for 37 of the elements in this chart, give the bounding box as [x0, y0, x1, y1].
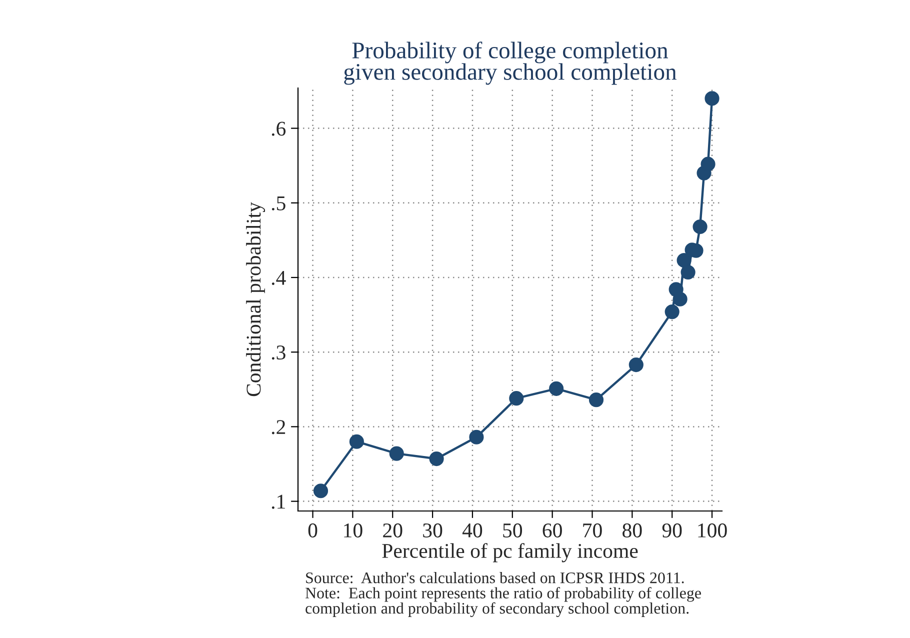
- x-tick-label: 90: [662, 523, 682, 538]
- y-tick-label: .2: [272, 420, 286, 434]
- point: [664, 304, 680, 320]
- x-tick-label: 30: [423, 523, 442, 538]
- point: [680, 264, 696, 280]
- y-tick-label: .4: [272, 271, 286, 286]
- point: [704, 91, 720, 106]
- x-tick-label: 50: [503, 523, 522, 538]
- y-axis-title: Conditional probability: [246, 202, 266, 396]
- point: [389, 446, 404, 461]
- point: [313, 484, 328, 498]
- point: [672, 292, 688, 306]
- point: [509, 391, 524, 406]
- point: [700, 156, 716, 172]
- point: [469, 430, 484, 444]
- point: [692, 219, 708, 234]
- y-tick-label: .6: [272, 122, 286, 136]
- chart-title: Probability of college completion given secondary school completion: [344, 42, 677, 85]
- x-tick-label: 0: [308, 523, 318, 538]
- x-tick-label: 70: [583, 523, 602, 538]
- source-note: Source: Author's calculations based on ICPSR IHDS 2011. Note: Each point represents the ratio of probability of college completion and probability of secondary school completion.: [305, 572, 701, 617]
- x-tick-label: 10: [344, 523, 362, 538]
- y-tick-label: .5: [272, 196, 286, 210]
- y-tick-label: .3: [272, 346, 286, 360]
- x-axis-title: Percentile of pc family income: [382, 543, 638, 562]
- x-tick-label: 80: [622, 523, 642, 538]
- point: [676, 253, 692, 268]
- x-tick-label: 20: [383, 523, 402, 538]
- point: [549, 381, 564, 396]
- y-tick-label: .1: [272, 494, 285, 509]
- point: [628, 357, 644, 372]
- point: [588, 392, 604, 408]
- point: [429, 451, 444, 466]
- x-tick-label: 60: [542, 523, 562, 538]
- point: [349, 434, 364, 449]
- x-tick-label: 100: [698, 523, 727, 538]
- x-tick-label: 40: [462, 523, 482, 538]
